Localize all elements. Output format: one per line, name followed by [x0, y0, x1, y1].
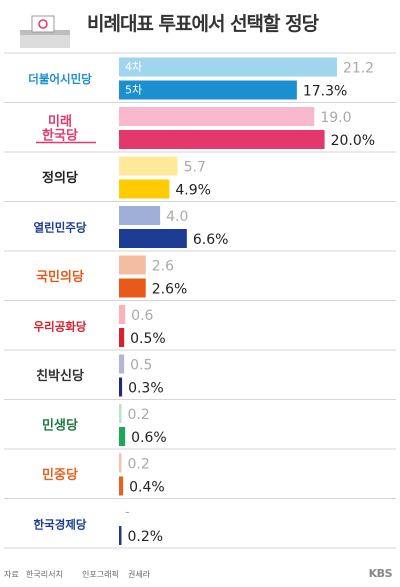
value-label-current: 0.6%	[131, 430, 167, 446]
party-logo-text: 국민의당	[36, 269, 84, 285]
bar-current	[119, 229, 187, 248]
bar-current	[119, 377, 123, 397]
bar-previous	[119, 57, 337, 77]
value-label-current: 4.9%	[175, 183, 211, 199]
bar-previous	[119, 453, 122, 473]
value-label-previous: 2.6	[152, 259, 174, 275]
value-label-current: 0.4%	[129, 480, 165, 496]
infographic-author: 권세라	[128, 570, 151, 579]
value-label-previous: 4.0	[166, 209, 188, 225]
party-logo-text: 우리공화당	[34, 319, 87, 333]
series-label-previous: 4차	[125, 61, 142, 74]
ballot-box-icon	[20, 15, 70, 48]
bar-previous	[119, 354, 125, 374]
value-label-current: 2.6%	[152, 282, 188, 298]
bar-previous	[119, 404, 122, 423]
value-label-previous: 0.5	[130, 358, 152, 374]
party-logo-text: 미래	[48, 113, 72, 129]
party-row: 민중당 0.2 0.4%	[4, 448, 396, 496]
value-label-previous: 19.0	[320, 110, 351, 126]
value-label-current: 6.6%	[193, 232, 229, 248]
bar-previous	[119, 156, 178, 176]
bar-previous	[119, 107, 315, 126]
source-label: 자료	[4, 570, 19, 579]
party-row: 친박신당 0.5 0.3%	[4, 349, 396, 397]
value-label-current: 20.0%	[331, 133, 375, 149]
party-logo-text: 민생당	[42, 417, 78, 433]
value-label-current: 0.2%	[128, 529, 164, 545]
party-logo-text: 친박신당	[36, 368, 84, 384]
value-label-current: 17.3%	[303, 84, 347, 100]
chart-title: 비례대표 투표에서 선택할 정당	[87, 13, 319, 35]
bar-current	[119, 427, 126, 446]
party-logo-text: 한국경제당	[34, 517, 87, 531]
party-row: 국민의당 2.6 2.6%	[4, 250, 396, 298]
source-name: 한국리서치	[26, 570, 63, 579]
party-logo-text: 정의당	[42, 170, 78, 186]
party-row: 더불어시민당 21.2 17.3% 4차 5차	[4, 52, 396, 100]
party-row: 민생당 0.2 0.6%	[4, 399, 396, 446]
bar-current	[119, 278, 146, 298]
value-label-previous: 0.6	[131, 308, 153, 324]
party-logo-text: 한국당	[42, 127, 78, 143]
party-row: 한국경제당 - 0.2%	[4, 498, 396, 545]
bar-current	[119, 179, 170, 199]
value-label-current: 0.5%	[130, 331, 166, 347]
bar-previous	[119, 305, 126, 324]
header: 비례대표 투표에서 선택할 정당	[0, 0, 400, 56]
party-logo-text: 열린민주당	[34, 220, 87, 234]
bar-previous	[119, 206, 161, 225]
party-logo-text: 민중당	[42, 467, 78, 483]
bar-current	[119, 130, 325, 149]
bar-current	[119, 476, 124, 496]
footer: 자료 한국리서치 인포그래픽 권세라 KBS	[0, 564, 400, 587]
bar-current	[119, 80, 297, 100]
party-row: 열린민주당 4.0 6.6%	[4, 201, 396, 248]
kbs-logo: KBS	[368, 567, 393, 580]
value-label-previous: 0.2	[128, 407, 150, 423]
party-row: 정의당 5.7 4.9%	[4, 151, 396, 199]
party-row: 우리공화당 0.6 0.5%	[4, 300, 396, 347]
party-logo-text: 더불어시민당	[28, 72, 92, 86]
value-label-previous: 21.2	[343, 61, 374, 77]
value-label-previous: 0.2	[128, 457, 150, 473]
value-label-previous: 5.7	[184, 160, 206, 176]
bar-current	[119, 328, 125, 347]
bar-previous	[119, 255, 146, 275]
value-label-current: 0.3%	[128, 381, 164, 397]
series-label-current: 5차	[125, 84, 142, 97]
bar-current	[119, 526, 122, 545]
infographic-label: 인포그래픽	[82, 570, 119, 579]
value-label-previous: -	[125, 505, 130, 520]
